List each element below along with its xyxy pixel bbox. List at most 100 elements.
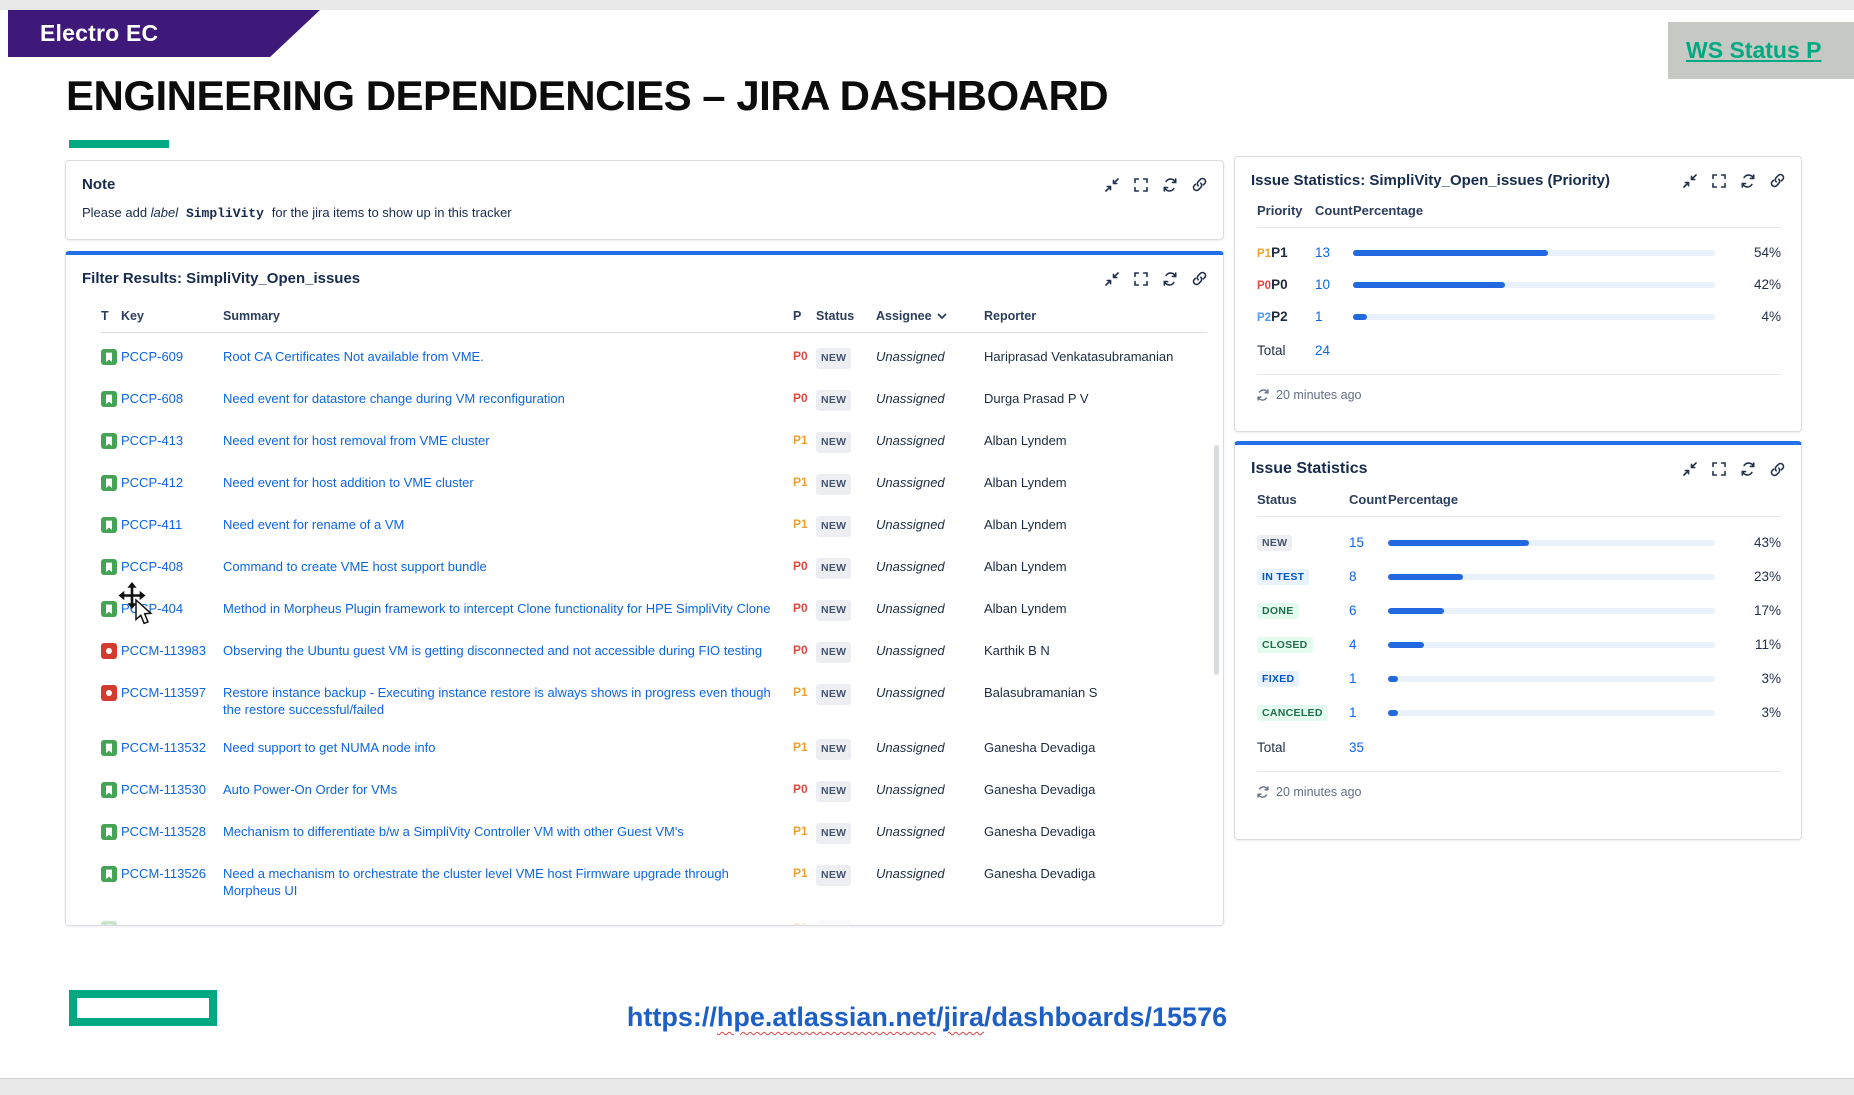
priority-cell: P0P0 [1257, 277, 1315, 292]
issue-table-header: T Key Summary P Status Assignee Reporter [101, 309, 1207, 333]
vertical-scrollbar[interactable] [1214, 445, 1219, 675]
issue-key-link[interactable]: PCCP-609 [121, 349, 184, 364]
assignee-value: Unassigned [876, 643, 945, 658]
column-header-type: T [101, 309, 109, 323]
percentage-value: 42% [1753, 277, 1781, 292]
percentage-bar [1388, 641, 1715, 648]
priority-icon: P1 [1257, 248, 1272, 260]
collapse-icon[interactable] [1105, 271, 1119, 286]
column-header-assignee[interactable]: Assignee [876, 309, 984, 323]
column-header-key: Key [121, 309, 144, 323]
total-value[interactable]: 35 [1349, 740, 1365, 755]
issue-type-icon [101, 433, 117, 449]
status-cell: FIXED [1257, 670, 1349, 687]
collapse-icon[interactable] [1683, 173, 1697, 188]
issue-type-icon [101, 601, 117, 617]
count-value[interactable]: 1 [1349, 671, 1357, 686]
count-value[interactable]: 8 [1349, 569, 1357, 584]
refresh-icon[interactable] [1163, 271, 1177, 286]
issue-summary-link[interactable]: Root CA Certificates Not available from … [223, 349, 484, 364]
percentage-value: 11% [1754, 637, 1781, 652]
link-icon[interactable] [1770, 462, 1785, 477]
reporter-value: Hariprasad Venkatasubramanian [984, 349, 1174, 364]
reporter-value: Ganesha Devadiga [984, 740, 1096, 755]
link-icon[interactable] [1770, 173, 1785, 188]
issue-summary-link[interactable]: Need support to get NUMA node info [223, 740, 436, 755]
dashboard-url-link[interactable]: https://hpe.atlassian.net/jira/dashboard… [626, 1002, 1228, 1032]
priority-stat-row: P0P0 10 42% [1257, 277, 1781, 292]
expand-icon[interactable] [1134, 177, 1148, 192]
count-value[interactable]: 1 [1315, 309, 1323, 324]
issue-type-icon [101, 391, 117, 407]
issue-key-link[interactable]: PCCP-404 [121, 601, 184, 616]
last-refreshed: 20 minutes ago [1257, 771, 1781, 799]
page-title: ENGINEERING DEPENDENCIES – JIRA DASHBOAR… [66, 72, 1109, 119]
collapse-icon[interactable] [1105, 177, 1119, 192]
count-value[interactable]: 13 [1315, 245, 1331, 260]
refresh-icon[interactable] [1741, 173, 1755, 188]
priority-label: P1 [793, 475, 808, 489]
refresh-icon[interactable] [1163, 177, 1177, 192]
expand-icon[interactable] [1712, 462, 1726, 476]
status-badge: DONE [1257, 603, 1299, 619]
issue-summary-link[interactable]: Observing the Ubuntu guest VM is getting… [223, 643, 763, 658]
priority-name: P0 [1271, 277, 1288, 292]
note-title: Note [82, 176, 116, 193]
note-gadget: Note Please add label SimpliVity for the… [65, 160, 1224, 240]
status-badge: NEW [816, 516, 876, 537]
status-badge: NEW [816, 823, 876, 844]
issue-key-link[interactable]: PCCM-113597 [121, 685, 207, 700]
reporter-value: Balasubramanian S [984, 685, 1098, 700]
count-value[interactable]: 6 [1349, 603, 1357, 618]
issue-summary-link[interactable]: Auto Power-On Order for VMs [223, 782, 398, 797]
issue-key-link[interactable]: PCCM-113526 [121, 866, 207, 881]
issue-key-link[interactable]: PCCM-113983 [121, 643, 207, 658]
collapse-icon[interactable] [1683, 462, 1697, 476]
issue-summary-link[interactable]: Need event for host removal from VME clu… [223, 433, 490, 448]
column-header-percentage: Percentage [1353, 203, 1424, 218]
issue-summary-link[interactable]: Command to create VME host support bundl… [223, 559, 487, 574]
percentage-bar [1353, 313, 1715, 320]
status-badge: CLOSED [1257, 637, 1313, 653]
percentage-bar-fill [1388, 675, 1398, 682]
issue-key-link[interactable]: PCCP-411 [121, 517, 183, 532]
count-value[interactable]: 10 [1315, 277, 1331, 292]
issue-key-link[interactable]: PCCP-408 [121, 559, 184, 574]
issue-type-icon [101, 349, 117, 365]
status-badge: CANCELED [1257, 705, 1328, 721]
link-icon[interactable] [1192, 177, 1207, 192]
count-value[interactable]: 15 [1349, 535, 1365, 550]
issue-summary-link[interactable]: Need event for host addition to VME clus… [223, 475, 474, 490]
ws-status-link[interactable]: WS Status P [1686, 37, 1822, 63]
slide-background: Electro EC WS Status P ENGINEERING DEPEN… [0, 10, 1854, 1079]
status-badge: NEW [816, 920, 876, 925]
priority-label: P1 [793, 433, 808, 447]
issue-summary-link[interactable]: Restore instance backup - Executing inst… [223, 685, 771, 717]
issue-key-link[interactable]: PCCM-113532 [121, 740, 207, 755]
count-value[interactable]: 4 [1349, 637, 1357, 652]
priority-stats-title: Issue Statistics: SimpliVity_Open_issues… [1251, 172, 1611, 189]
expand-icon[interactable] [1712, 173, 1726, 188]
expand-icon[interactable] [1134, 271, 1148, 286]
issue-key-link[interactable]: PCCP-412 [121, 475, 184, 490]
link-icon[interactable] [1192, 271, 1207, 286]
issue-summary-link[interactable]: Mechanism to differentiate b/w a SimpliV… [223, 824, 684, 839]
issue-summary-link[interactable]: Method in Morpheus Plugin framework to i… [223, 601, 771, 616]
priority-stat-row: P2P2 1 4% [1257, 309, 1781, 324]
count-value[interactable]: 1 [1349, 705, 1357, 720]
issue-key-link[interactable]: PCCP-608 [121, 391, 184, 406]
issue-type-icon [101, 643, 117, 659]
issue-key-link[interactable]: PCCM-113530 [121, 782, 207, 797]
issue-summary-link[interactable]: Need event for datastore change during V… [223, 391, 565, 406]
total-label: Total [1257, 740, 1286, 755]
status-badge: NEW [816, 600, 876, 621]
issue-summary-link[interactable]: Need event for rename of a VM [223, 517, 405, 532]
issue-summary-link[interactable]: Need a mechanism to orchestrate the clus… [223, 866, 729, 898]
status-stat-row: NEW 15 43% [1257, 534, 1781, 551]
table-row: PCCP-608 Need event for datastore change… [101, 390, 1207, 411]
issue-key-link[interactable]: PCCP-413 [121, 433, 184, 448]
refresh-icon[interactable] [1741, 462, 1755, 476]
assignee-value: Unassigned [876, 391, 945, 406]
total-value[interactable]: 24 [1315, 343, 1331, 358]
issue-key-link[interactable]: PCCM-113528 [121, 824, 207, 839]
